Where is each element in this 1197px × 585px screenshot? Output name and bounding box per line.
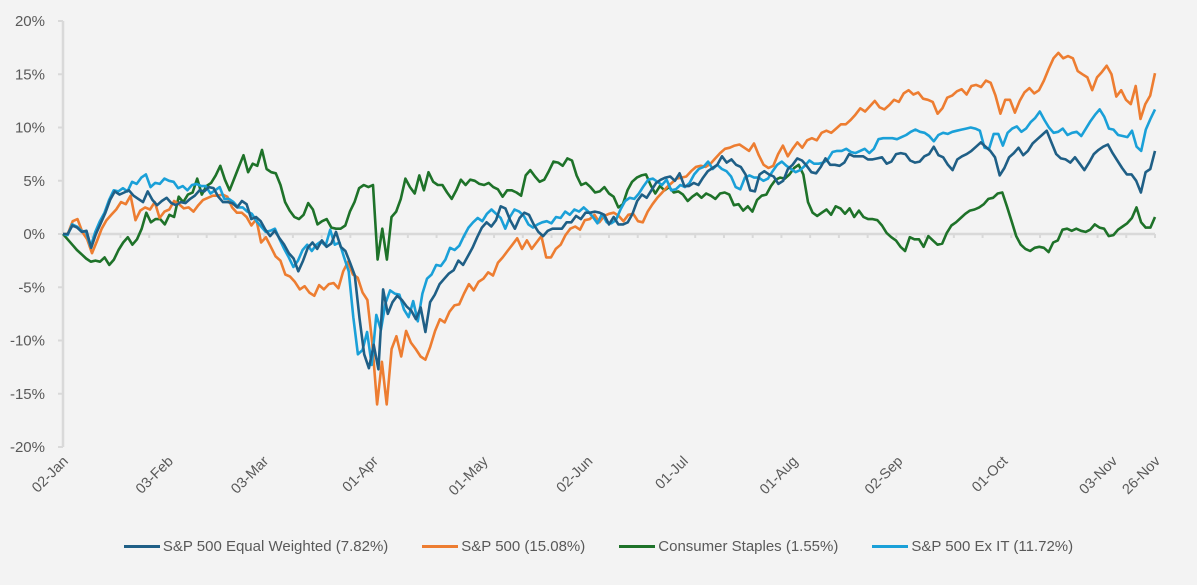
y-axis-ticks: 20% 15% 10% 5% 0% -5% -10% -15% -20%: [10, 13, 63, 456]
series-line-s-p-500-15-08: [63, 51, 1157, 406]
legend: S&P 500 Equal Weighted (7.82%) S&P 500 (1…: [0, 538, 1197, 555]
y-tick-label: -20%: [10, 439, 45, 456]
legend-label: Consumer Staples (1.55%): [658, 538, 839, 555]
x-tick-label: 01-Apr: [340, 453, 382, 495]
legend-item: Consumer Staples (1.55%): [619, 538, 838, 555]
y-tick-label: 0%: [23, 226, 45, 243]
legend-swatch: [123, 545, 160, 548]
y-tick-label: 5%: [23, 173, 45, 190]
legend-swatch: [872, 545, 909, 548]
x-tick-label: 01-Aug: [757, 454, 801, 498]
x-tick-label: 03-Mar: [228, 453, 272, 497]
legend-item: S&P 500 (15.08%): [422, 538, 585, 555]
x-tick-label: 02-Sep: [862, 454, 906, 498]
legend-item: S&P 500 Equal Weighted (7.82%): [123, 538, 389, 555]
legend-label: S&P 500 Equal Weighted (7.82%): [162, 538, 389, 555]
legend-swatch: [619, 545, 656, 548]
y-tick-label: -5%: [18, 279, 45, 296]
x-tick-label: 03-Feb: [133, 454, 177, 498]
y-tick-label: -15%: [10, 386, 45, 403]
x-tick-label: 26-Nov: [1119, 453, 1164, 498]
series-lines: [62, 51, 1157, 406]
series-line-consumer-staples-1-55: [62, 148, 1157, 267]
x-tick-label: 01-Jul: [653, 454, 692, 493]
x-tick-label: 01-May: [446, 453, 492, 499]
y-tick-label: 20%: [15, 13, 45, 30]
y-tick-label: 15%: [15, 66, 45, 83]
legend-item: S&P 500 Ex IT (11.72%): [872, 538, 1073, 555]
x-tick-label: 03-Nov: [1077, 453, 1122, 498]
legend-label: S&P 500 Ex IT (11.72%): [911, 538, 1074, 555]
x-tick-label: 02-Jun: [554, 454, 597, 497]
y-tick-label: -10%: [10, 333, 45, 350]
y-tick-label: 10%: [15, 120, 45, 137]
x-tick-label: 02-Jan: [29, 454, 72, 497]
x-axis-ticks: 02-Jan 03-Feb 03-Mar 01-Apr 01-May 02-Jun 01-J…: [29, 234, 1164, 499]
legend-swatch: [422, 545, 459, 548]
series-line-s-p-500-equal-weighted-7-82: [63, 129, 1157, 371]
legend-label: S&P 500 (15.08%): [461, 538, 586, 555]
x-tick-label: 01-Oct: [969, 454, 1011, 496]
